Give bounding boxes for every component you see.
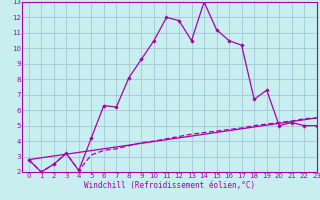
X-axis label: Windchill (Refroidissement éolien,°C): Windchill (Refroidissement éolien,°C) [84, 181, 255, 190]
